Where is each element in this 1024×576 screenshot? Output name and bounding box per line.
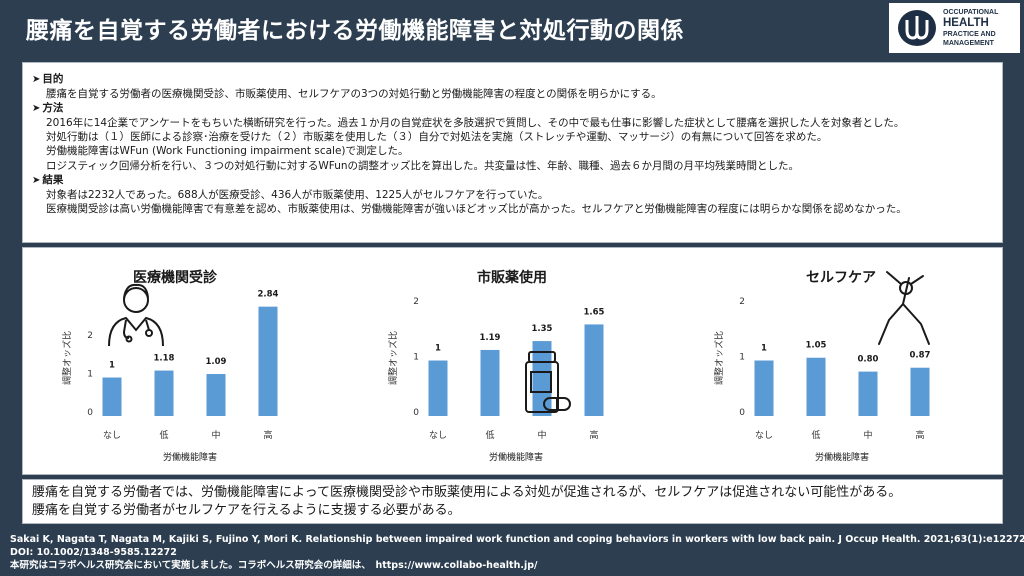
data-label: 1.19 — [480, 333, 501, 343]
x-tick-label: 低 — [811, 429, 820, 441]
y-axis-label: 調整オッズ比 — [387, 331, 399, 385]
method-text: 労働機能障害はWFun (Work Functioning impairment… — [46, 145, 409, 158]
bar — [480, 349, 500, 416]
method-text: 対処行動は（１）医師による診察･治療を受けた（２）市販薬を使用した（３）自分で対… — [46, 131, 828, 144]
arrow-icon: ➤ — [32, 74, 41, 85]
bar — [806, 357, 826, 416]
x-tick-label: 低 — [159, 429, 168, 441]
y-tick-label: 1 — [413, 353, 419, 363]
summary-panel: ➤ 目的 腰痛を自覚する労働者の医療機関受診、市販薬使用、セルフケアの3つの対処行… — [22, 62, 1003, 243]
purpose-heading: ➤ 目的 — [32, 73, 64, 85]
footer-note: 本研究はコラボヘルス研究会において実施しました。コラボヘルス研究会の詳細は、 h… — [10, 560, 538, 571]
y-tick-label: 1 — [87, 370, 93, 380]
charts-panel: 医療機関受診 0 1 2 調整オッズ比 1 なし 1.18 低 1.09 中 2.84 高労働機能障害市… — [22, 247, 1003, 475]
y-tick-label: 0 — [739, 408, 745, 418]
x-tick-label: なし — [103, 430, 121, 441]
x-tick-label: 中 — [863, 429, 872, 441]
data-label: 1.35 — [532, 324, 553, 334]
stretching-person-icon — [878, 271, 930, 345]
bar — [102, 377, 122, 416]
data-label: 2.84 — [258, 290, 279, 300]
page-title: 腰痛を自覚する労働者における労働機能障害と対処行動の関係 — [26, 18, 684, 44]
x-tick-label: なし — [755, 430, 773, 441]
bar — [858, 371, 878, 416]
conclusion-panel: 腰痛を自覚する労働者では、労働機能障害によって医療機関受診や市販薬使用による対処… — [22, 479, 1003, 524]
bar — [584, 324, 604, 416]
result-text: 対象者は2232人であった。688人が医療受診、436人が市販薬使用、1225人… — [46, 188, 549, 201]
x-tick-label: 中 — [211, 429, 220, 441]
footer: Sakai K, Nagata T, Nagata M, Kajiki S, F… — [10, 533, 1024, 572]
header: 腰痛を自覚する労働者における労働機能障害と対処行動の関係 OCCUPATIONA… — [0, 0, 1024, 56]
conclusion-line: 腰痛を自覚する労働者がセルフケアを行えるように支援する必要がある。 — [32, 503, 461, 518]
chart-title: 市販薬使用 — [477, 269, 547, 286]
x-tick-label: 高 — [915, 429, 924, 441]
logo-text: OCCUPATIONAL HEALTH PRACTICE AND MANAGEM… — [943, 9, 999, 47]
data-label: 0.80 — [858, 355, 879, 365]
bar — [754, 360, 774, 416]
y-tick-label: 2 — [739, 297, 745, 307]
data-label: 1.18 — [154, 354, 175, 364]
result-heading: ➤ 結果 — [32, 173, 64, 186]
data-label: 1.65 — [584, 307, 605, 317]
arrow-icon: ➤ — [32, 103, 41, 115]
data-label: 1.09 — [206, 357, 227, 367]
x-tick-label: 中 — [537, 429, 546, 441]
data-label: 1.05 — [806, 341, 827, 351]
x-tick-label: 低 — [485, 429, 494, 441]
data-label: 1 — [109, 361, 115, 371]
ohpm-logo-icon — [898, 10, 936, 46]
y-axis-label: 調整オッズ比 — [61, 331, 73, 385]
method-heading: ➤ 方法 — [32, 102, 64, 115]
bar — [154, 370, 174, 416]
bar — [258, 306, 278, 416]
purpose-text: 腰痛を自覚する労働者の医療機関受診、市販薬使用、セルフケアの3つの対処行動と労働… — [46, 88, 662, 101]
chart-title: 医療機関受診 — [133, 269, 218, 286]
y-tick-label: 0 — [87, 408, 93, 418]
y-tick-label: 0 — [413, 408, 419, 418]
data-label: 1 — [435, 344, 441, 354]
method-text: ロジスティック回帰分析を行い、３つの対処行動に対するWFunの調整オッズ比を算出… — [46, 159, 800, 172]
logo: OCCUPATIONAL HEALTH PRACTICE AND MANAGEM… — [889, 3, 1020, 53]
data-label: 1 — [761, 344, 767, 354]
arrow-icon: ➤ — [32, 174, 41, 186]
x-tick-label: 高 — [589, 429, 598, 441]
bar — [910, 367, 930, 416]
medicine-bottle-icon — [525, 351, 571, 413]
chart-title: セルフケア — [806, 270, 876, 286]
citation: Sakai K, Nagata T, Nagata M, Kajiki S, F… — [10, 534, 1024, 545]
y-tick-label: 1 — [739, 353, 745, 363]
x-tick-label: なし — [429, 430, 447, 441]
data-label: 0.87 — [910, 351, 931, 361]
bar — [206, 374, 226, 416]
bar — [532, 341, 552, 416]
x-axis-label: 労働機能障害 — [163, 451, 217, 463]
conclusion-line: 腰痛を自覚する労働者では、労働機能障害によって医療機関受診や市販薬使用による対処… — [32, 485, 902, 500]
y-tick-label: 2 — [413, 297, 419, 307]
doi: DOI: 10.1002/1348-9585.12272 — [10, 547, 177, 558]
bar — [428, 360, 448, 416]
result-text: 医療機関受診は高い労働機能障害で有意差を認め、市販薬使用は、労働機能障害が強いほ… — [46, 202, 907, 215]
x-tick-label: 高 — [263, 429, 272, 441]
doctor-icon — [108, 283, 164, 347]
x-axis-label: 労働機能障害 — [815, 451, 869, 463]
method-text: 2016年に14企業でアンケートをもちいた横断研究を行った。過去１か月の自覚症状… — [46, 117, 905, 130]
y-tick-label: 2 — [87, 331, 93, 341]
y-axis-label: 調整オッズ比 — [713, 331, 725, 385]
x-axis-label: 労働機能障害 — [489, 451, 543, 463]
